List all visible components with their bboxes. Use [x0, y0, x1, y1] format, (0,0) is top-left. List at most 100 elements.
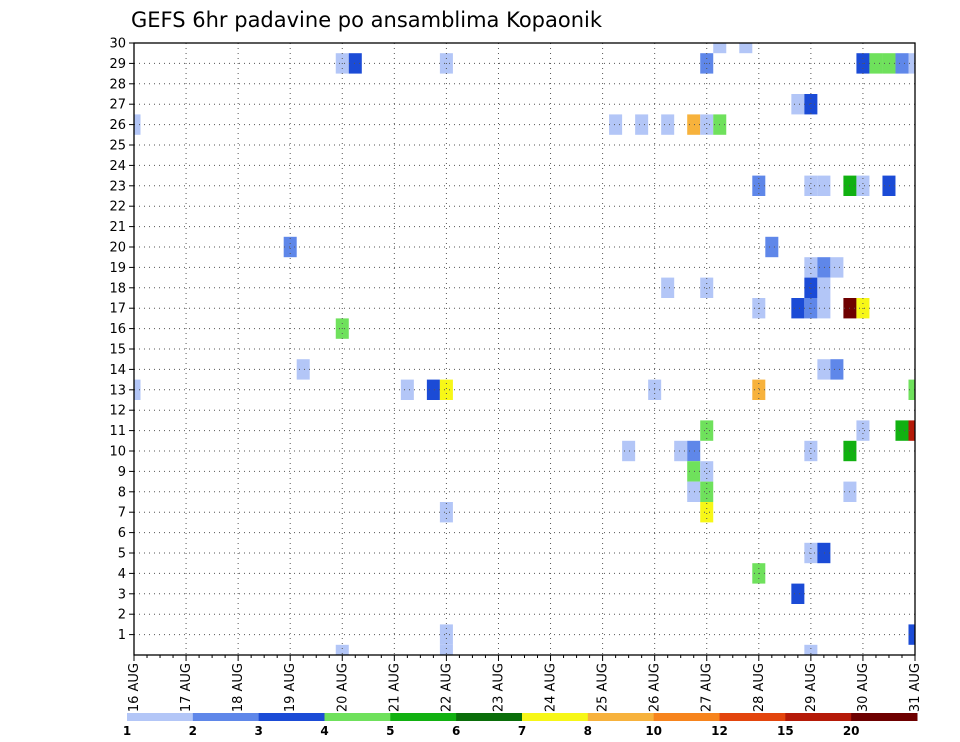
heatmap-cell [635, 114, 649, 135]
x-tick-label: 24 AUG [544, 663, 559, 712]
legend-label: 1 [123, 724, 131, 738]
x-tick-label: 29 AUG [804, 663, 819, 712]
grid-lines [134, 43, 915, 655]
heatmap-cell [713, 43, 727, 54]
heatmap-cell [700, 420, 714, 441]
y-tick-label: 17 [109, 302, 126, 317]
heatmap-cell [687, 114, 701, 135]
heatmap-cell [700, 502, 714, 523]
chart-title: GEFS 6hr padavine po ansamblima Kopaonik [131, 8, 603, 32]
y-tick-label: 27 [109, 98, 126, 113]
heatmap-cell [400, 379, 414, 400]
heatmap-cell [817, 359, 831, 380]
heatmap-cell [674, 440, 688, 462]
y-tick-label: 22 [109, 200, 126, 215]
heatmap-cell [439, 644, 453, 655]
heatmap-cell [752, 379, 766, 400]
legend-label: 12 [711, 724, 728, 738]
y-tick-label: 24 [109, 159, 126, 174]
y-tick-label: 30 [109, 37, 126, 52]
heatmap-cell [700, 481, 714, 502]
heatmap-cell [830, 359, 844, 380]
y-tick-label: 19 [109, 261, 126, 276]
heatmap-cell [908, 53, 915, 74]
legend-label: 6 [452, 724, 460, 738]
y-tick-label: 21 [109, 220, 126, 235]
y-tick-label: 13 [109, 383, 126, 398]
x-tick-label: 21 AUG [387, 663, 402, 712]
y-tick-label: 25 [109, 139, 126, 154]
heatmap-cell [869, 53, 883, 74]
heatmap-cell [882, 175, 896, 196]
x-axis: 16 AUG 17 AUG 18 AUG 19 AUG 20 AUG 21 AUG 22 A… [127, 655, 923, 712]
heatmap-cell [752, 175, 766, 196]
y-tick-label: 1 [118, 628, 126, 643]
legend-swatch [192, 713, 260, 721]
heatmap-cell [687, 461, 701, 482]
heatmap-cell [804, 644, 818, 655]
y-tick-label: 10 [109, 445, 126, 460]
heatmap-cells [134, 43, 915, 655]
y-tick-label: 6 [118, 526, 126, 541]
heatmap-cell [856, 175, 870, 196]
x-tick-label: 27 AUG [700, 663, 715, 712]
heatmap-cell [700, 277, 714, 298]
legend-swatch [719, 713, 786, 721]
legend-label: 7 [518, 724, 526, 738]
y-tick-label: 15 [109, 343, 126, 358]
heatmap-cell [661, 277, 675, 298]
color-legend: 1 2 3 4 5 6 7 8 10 12 15 20 [123, 713, 918, 738]
heatmap-cell [908, 379, 915, 400]
heatmap-cell [661, 114, 675, 135]
heatmap-cell [439, 624, 453, 645]
legend-swatch [456, 713, 523, 721]
heatmap-cell [791, 94, 805, 115]
y-tick-label: 18 [109, 281, 126, 296]
x-tick-label: 31 AUG [908, 663, 923, 712]
heatmap-cell [609, 114, 623, 135]
x-tick-label: 18 AUG [231, 663, 246, 712]
legend-label: 20 [843, 724, 860, 738]
heatmap-cell [134, 379, 141, 400]
legend-swatch [851, 713, 918, 721]
x-tick-label: 25 AUG [596, 663, 611, 712]
y-tick-label: 28 [109, 77, 126, 92]
legend-swatch [522, 713, 589, 721]
heatmap-cell [817, 542, 831, 564]
legend-swatch [258, 713, 325, 721]
heatmap-cell [895, 420, 909, 441]
y-tick-label: 8 [118, 485, 126, 500]
legend-swatch [785, 713, 852, 721]
legend-label: 10 [645, 724, 662, 738]
heatmap-cell [700, 461, 714, 482]
legend-label: 3 [254, 724, 262, 738]
heatmap-cell [765, 236, 779, 258]
heatmap-cell [700, 114, 714, 135]
legend-label: 2 [189, 724, 197, 738]
heatmap-cell [830, 257, 844, 278]
heatmap-cell [804, 257, 818, 278]
legend-label: 15 [777, 724, 794, 738]
heatmap-cell [791, 583, 805, 604]
y-tick-label: 29 [109, 57, 126, 72]
heatmap-cell [687, 440, 701, 462]
x-tick-label: 28 AUG [752, 663, 767, 712]
x-tick-label: 26 AUG [648, 663, 663, 712]
legend-label: 4 [320, 724, 328, 738]
heatmap-cell [804, 277, 818, 298]
legend-swatch [390, 713, 457, 721]
y-tick-label: 14 [109, 363, 126, 378]
x-tick-label: 16 AUG [127, 663, 142, 712]
x-tick-label: 19 AUG [283, 663, 298, 712]
legend-label: 5 [386, 724, 394, 738]
heatmap-cell [134, 114, 141, 135]
y-tick-label: 4 [118, 567, 126, 582]
heatmap-cell [817, 175, 831, 196]
legend-swatch [127, 713, 194, 721]
heatmap-cell [804, 175, 818, 196]
heatmap-cell [804, 94, 818, 115]
heatmap-cell [439, 502, 453, 523]
y-tick-label: 26 [109, 118, 126, 133]
y-tick-label: 20 [109, 241, 126, 256]
